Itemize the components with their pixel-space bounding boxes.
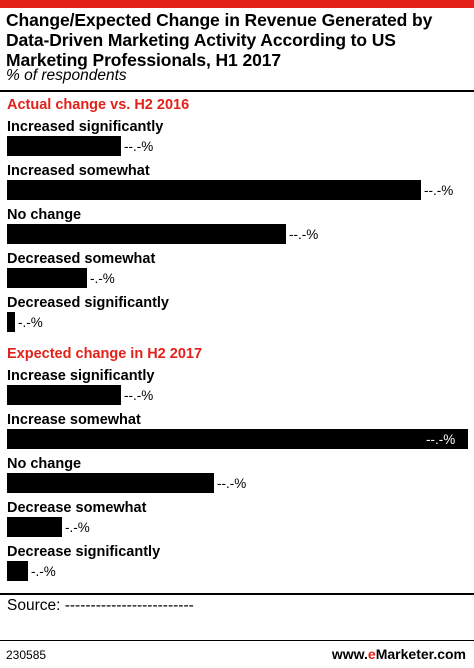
bar bbox=[7, 429, 468, 449]
category-label: Increase somewhat bbox=[7, 412, 141, 428]
category-label: Increase significantly bbox=[7, 368, 155, 384]
bar bbox=[7, 224, 286, 244]
chart-title: Change/Expected Change in Revenue Genera… bbox=[6, 10, 433, 70]
category-label: Decreased somewhat bbox=[7, 251, 156, 267]
section-heading: Expected change in H2 2017 bbox=[7, 346, 203, 362]
data-label: --.-% bbox=[124, 139, 154, 154]
data-label: -.-% bbox=[65, 520, 90, 535]
chart-id: 230585 bbox=[6, 648, 47, 662]
header-divider bbox=[0, 90, 474, 92]
data-label: -.-% bbox=[90, 271, 115, 286]
bar bbox=[7, 312, 15, 332]
chart-subtitle: % of respondents bbox=[6, 67, 127, 84]
category-label: No change bbox=[7, 456, 82, 472]
bar bbox=[7, 268, 87, 288]
category-label: Decrease somewhat bbox=[7, 500, 147, 516]
top-accent-bar bbox=[0, 0, 474, 8]
bar bbox=[7, 473, 214, 493]
data-label: --.-% bbox=[426, 432, 456, 447]
brand-logo: www.eMarketer.com bbox=[332, 646, 466, 662]
bar bbox=[7, 385, 121, 405]
category-label: No change bbox=[7, 207, 82, 223]
data-label: --.-% bbox=[124, 388, 154, 403]
footer-divider bbox=[0, 640, 474, 641]
data-label: -.-% bbox=[18, 315, 43, 330]
brand-name: Marketer bbox=[375, 646, 434, 662]
data-label: --.-% bbox=[217, 476, 247, 491]
category-label: Decreased significantly bbox=[7, 295, 169, 311]
brand-prefix: www. bbox=[331, 646, 368, 662]
bar bbox=[7, 517, 62, 537]
source-divider bbox=[0, 593, 474, 595]
bar bbox=[7, 136, 121, 156]
data-label: --.-% bbox=[289, 227, 319, 242]
category-label: Increased somewhat bbox=[7, 163, 150, 179]
section-heading: Actual change vs. H2 2016 bbox=[7, 97, 190, 113]
category-label: Increased significantly bbox=[7, 119, 164, 135]
data-label: -.-% bbox=[31, 564, 56, 579]
bar bbox=[7, 180, 421, 200]
bar bbox=[7, 561, 28, 581]
category-label: Decrease significantly bbox=[7, 544, 161, 560]
brand-mark: e bbox=[367, 646, 376, 662]
data-label: --.-% bbox=[424, 183, 454, 198]
brand-suffix: .com bbox=[433, 646, 466, 662]
source-note: Source: ------------------------- bbox=[7, 597, 194, 614]
